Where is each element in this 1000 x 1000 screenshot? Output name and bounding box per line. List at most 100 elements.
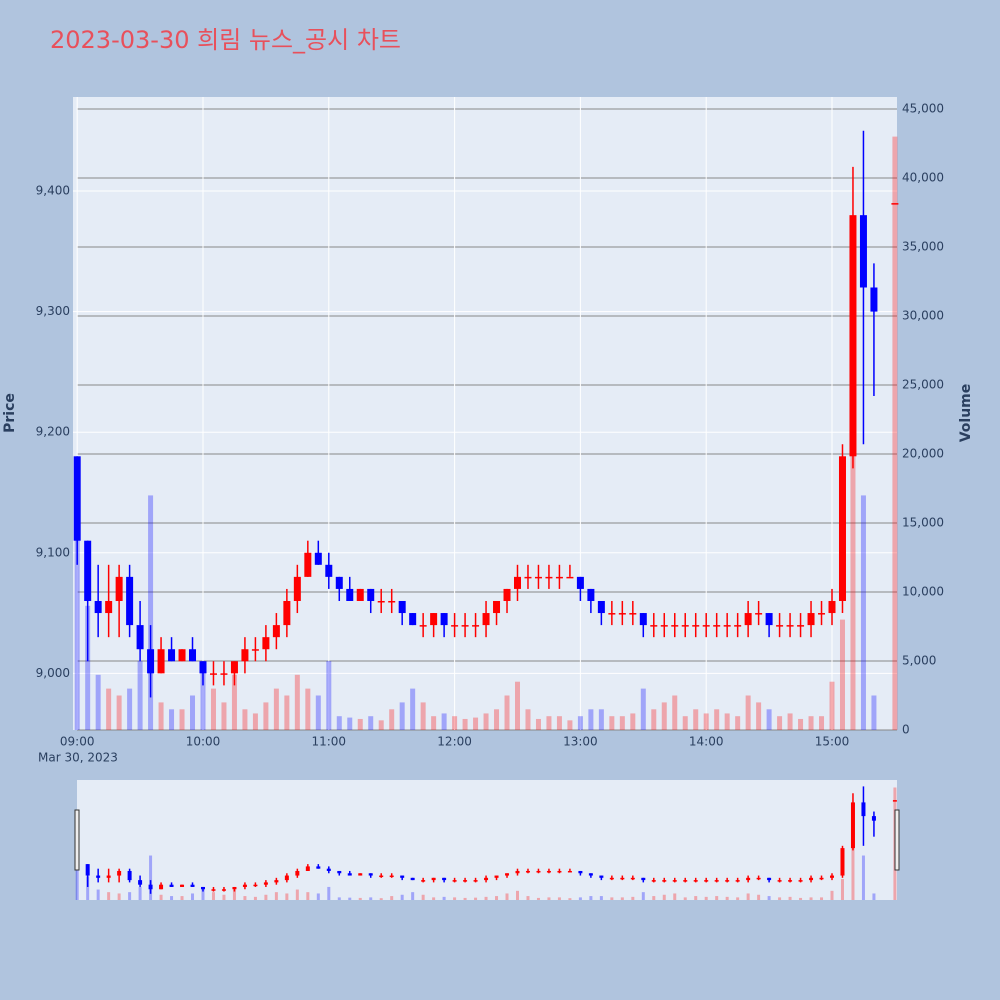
candle-body <box>838 456 846 601</box>
volume-bar <box>368 716 374 730</box>
candle-body <box>472 625 480 627</box>
volume-bar <box>305 688 311 730</box>
y2-tick-label: 45,000 <box>902 102 944 116</box>
candle-body <box>597 600 605 614</box>
candle-body <box>325 564 333 577</box>
candle-body <box>262 637 270 650</box>
volume-bar <box>829 681 835 730</box>
range-handle[interactable] <box>894 809 900 871</box>
volume-bar <box>547 897 551 900</box>
volume-bar <box>557 897 561 900</box>
volume-bar <box>263 702 269 730</box>
candle-body <box>263 882 268 885</box>
candle-body <box>105 600 113 614</box>
candle-body <box>346 588 354 601</box>
candle-body <box>786 625 794 627</box>
candle-body <box>368 873 373 876</box>
volume-bar <box>441 713 447 730</box>
candle-body <box>367 588 375 601</box>
volume-bar <box>577 716 583 730</box>
candle-body <box>629 613 637 615</box>
candle-body <box>704 880 709 882</box>
x-date-label: Mar 30, 2023 <box>38 751 118 765</box>
volume-bar <box>703 713 709 730</box>
volume-bar <box>504 695 510 730</box>
candle-body <box>723 625 731 627</box>
volume-bar <box>536 897 540 900</box>
candle-body <box>525 870 530 873</box>
candle-body <box>419 625 427 627</box>
volume-bar <box>201 886 205 900</box>
candle-body <box>756 877 761 880</box>
candle-body <box>651 880 656 882</box>
volume-bar <box>515 890 519 900</box>
candle-body <box>788 880 793 882</box>
candle-body <box>566 576 574 579</box>
range-handle[interactable] <box>74 809 80 871</box>
candle-body <box>692 625 700 627</box>
volume-bar <box>652 896 656 900</box>
y2-axis-title: Volume <box>958 384 974 443</box>
x-tick-label: 13:00 <box>563 735 598 749</box>
candle-body <box>242 884 247 887</box>
volume-bar <box>609 716 615 730</box>
candle-body <box>274 880 279 883</box>
candle-body <box>493 600 501 614</box>
range-slider[interactable] <box>77 780 897 900</box>
candle-body <box>347 873 352 876</box>
candle-body <box>293 576 301 601</box>
candle-body <box>693 880 698 882</box>
volume-bar <box>735 716 741 730</box>
y-tick-label: 9,000 <box>36 666 70 680</box>
candle-body <box>891 203 899 205</box>
volume-bar <box>442 896 446 900</box>
candle-body <box>115 576 123 601</box>
volume-bar <box>620 897 624 900</box>
volume-bar <box>169 709 175 730</box>
volume-bar <box>315 695 321 730</box>
candle-body <box>587 588 595 601</box>
candle-body <box>546 870 551 873</box>
volume-bar <box>273 688 279 730</box>
volume-bar <box>757 894 761 900</box>
candle-body <box>870 287 878 312</box>
candle-body <box>295 870 300 876</box>
candle-body <box>620 877 625 880</box>
candle-body <box>430 613 438 626</box>
volume-bar <box>514 681 520 730</box>
candle-body <box>588 873 593 876</box>
volume-bar <box>190 695 196 730</box>
volume-bar <box>294 674 300 730</box>
candle-body <box>442 877 447 881</box>
volume-bar <box>589 896 593 900</box>
volume-bar <box>138 886 142 900</box>
candle-body <box>714 880 719 882</box>
x-tick-label: 12:00 <box>437 735 472 749</box>
volume-bar <box>860 495 866 730</box>
volume-bar <box>872 893 876 900</box>
candle-body <box>744 613 752 626</box>
candle-body <box>503 588 511 601</box>
volume-bar <box>724 713 730 730</box>
volume-bar <box>462 718 468 730</box>
volume-bar <box>200 661 206 730</box>
volume-bar <box>526 896 530 900</box>
volume-bar <box>107 892 111 900</box>
y-axis-title: Price <box>2 393 18 433</box>
volume-bar <box>306 892 310 900</box>
candle-body <box>484 877 489 881</box>
volume-bar <box>546 716 552 730</box>
candle-body <box>241 649 249 662</box>
candle-body <box>639 613 647 626</box>
volume-bar <box>149 855 153 900</box>
x-tick-label: 10:00 <box>186 735 221 749</box>
volume-bar <box>830 890 834 900</box>
volume-bar <box>714 709 720 730</box>
candle-body <box>797 625 805 627</box>
candle-body <box>599 875 604 878</box>
volume-bar <box>127 688 133 730</box>
y2-tick-label: 5,000 <box>902 654 936 668</box>
volume-bar <box>264 894 268 900</box>
volume-bar <box>452 716 458 730</box>
candle-body <box>567 870 572 873</box>
